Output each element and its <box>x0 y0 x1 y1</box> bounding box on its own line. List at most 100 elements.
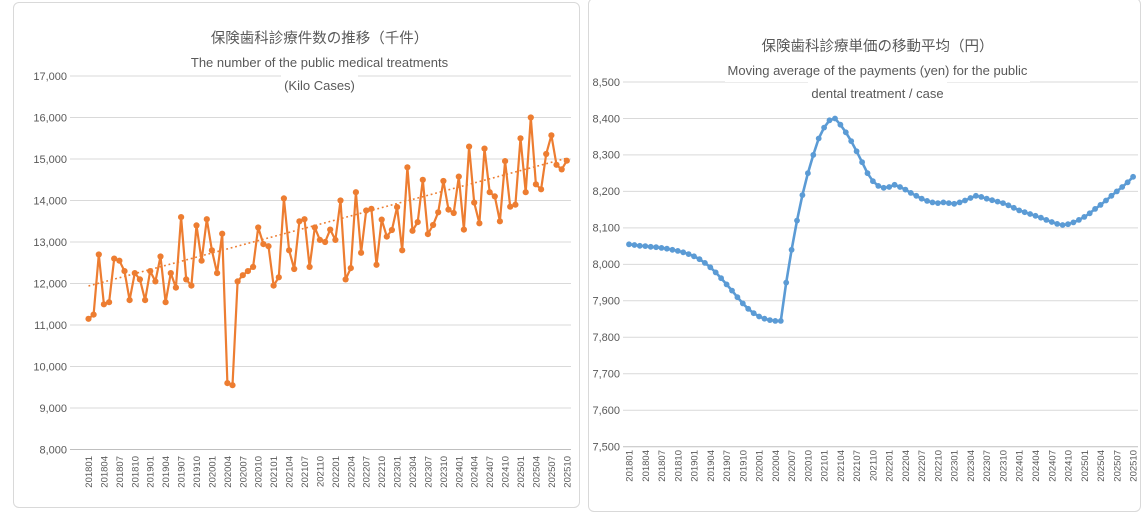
x-axis-tick-label: 202204 <box>901 450 912 482</box>
x-axis-tick-label: 202410 <box>1064 450 1075 482</box>
data-point-marker <box>332 236 339 243</box>
data-point-marker <box>234 278 241 285</box>
x-axis-tick-label: 202401 <box>454 456 465 488</box>
data-point-marker <box>121 268 128 275</box>
data-point-marker <box>636 242 643 249</box>
data-point-marker <box>383 233 390 240</box>
data-point-marker <box>496 218 503 225</box>
data-point-marker <box>1103 197 1109 204</box>
data-point-marker <box>275 274 282 281</box>
x-axis-tick-label: 202004 <box>223 456 234 488</box>
data-point-marker <box>265 243 272 250</box>
x-axis-tick-label: 202207 <box>917 450 928 482</box>
x-axis-tick-label: 202201 <box>885 450 896 482</box>
data-point-marker <box>1016 207 1023 214</box>
data-point-marker <box>924 198 930 204</box>
data-point-marker <box>913 192 920 199</box>
data-point-marker <box>1097 202 1104 208</box>
data-point-marker <box>466 143 473 150</box>
data-point-marker <box>214 270 221 277</box>
data-point-marker <box>886 184 893 190</box>
data-point-marker <box>810 152 817 158</box>
data-series-line <box>87 116 568 387</box>
x-axis-tick-label: 202101 <box>820 450 831 482</box>
data-point-marker <box>907 190 914 196</box>
x-axis-tick-label: 202010 <box>254 456 265 488</box>
data-point-marker <box>794 217 800 224</box>
x-axis-tick-label: 202207 <box>362 456 373 488</box>
data-point-marker <box>548 132 555 139</box>
data-point-marker <box>316 236 323 243</box>
data-point-marker <box>669 246 676 253</box>
data-point-marker <box>512 201 519 208</box>
y-axis-tick-label: 14,000 <box>33 195 67 207</box>
data-point-marker <box>306 263 313 270</box>
data-point-marker <box>373 261 380 268</box>
x-axis-tick-label: 202301 <box>950 450 961 482</box>
treatment-count-plot: 17,000 16,000 15,000 14,000 13,000 12,000 11,0… <box>33 71 573 488</box>
data-point-marker <box>131 270 138 277</box>
data-point-marker <box>902 186 909 193</box>
x-axis-tick-label: 202310 <box>439 456 450 488</box>
x-axis-tick-label: 202110 <box>315 456 326 487</box>
x-axis-tick-label: 201904 <box>706 450 717 482</box>
y-axis-tick-label: 8,400 <box>592 113 620 125</box>
data-point-marker <box>445 206 452 213</box>
data-point-marker <box>848 138 855 145</box>
data-point-marker <box>178 214 185 221</box>
x-axis-tick-label: 202107 <box>852 450 863 482</box>
data-point-marker <box>767 317 773 323</box>
data-point-marker <box>750 310 757 317</box>
data-point-marker <box>1032 212 1039 219</box>
data-point-marker <box>761 315 768 322</box>
data-point-marker <box>1124 179 1131 186</box>
y-axis-tick-label: 12,000 <box>33 278 67 290</box>
data-point-marker <box>440 177 447 185</box>
data-point-marker <box>342 276 349 283</box>
x-axis-tick-label: 202507 <box>547 456 558 488</box>
x-axis-tick-label: 201907 <box>177 456 188 488</box>
x-axis-tick-label: 202501 <box>1080 450 1091 482</box>
data-point-marker <box>188 282 195 289</box>
data-point-marker <box>296 218 303 225</box>
x-axis-tick-label: 201910 <box>738 450 749 482</box>
data-point-marker <box>414 219 421 226</box>
trendline <box>88 157 568 287</box>
data-point-marker <box>875 183 882 189</box>
data-point-marker <box>1065 221 1071 228</box>
data-point-marker <box>918 195 925 202</box>
y-axis-tick-label: 13,000 <box>33 237 67 249</box>
data-point-marker <box>832 115 838 122</box>
x-axis-tick-label: 201804 <box>641 450 652 482</box>
x-axis-tick-label: 202404 <box>470 456 481 488</box>
data-point-marker <box>1027 211 1033 217</box>
data-point-marker <box>1005 202 1012 209</box>
data-point-marker <box>983 195 990 202</box>
data-point-marker <box>718 275 724 282</box>
data-point-marker <box>870 178 876 185</box>
x-axis-tick-label: 201807 <box>657 450 668 482</box>
data-point-marker <box>183 276 190 283</box>
y-axis-tick-label: 9,000 <box>39 403 67 415</box>
data-point-marker <box>729 287 735 294</box>
data-point-marker <box>95 251 102 258</box>
data-point-marker <box>1113 188 1120 195</box>
x-axis-tick-label: 201807 <box>115 456 126 488</box>
data-point-marker <box>301 216 308 223</box>
data-series-line <box>627 117 1135 323</box>
data-point-marker <box>147 268 154 275</box>
data-point-marker <box>167 270 174 277</box>
data-point-marker <box>352 189 359 196</box>
data-point-marker <box>527 114 534 121</box>
data-point-marker <box>1076 217 1082 223</box>
data-point-marker <box>1021 209 1028 216</box>
data-point-marker <box>152 278 159 285</box>
y-axis-tick-label: 8,000 <box>39 444 67 456</box>
x-axis-tick-label: 201910 <box>192 456 203 488</box>
data-point-marker <box>399 247 406 254</box>
data-point-marker <box>502 158 509 165</box>
x-axis-tick-label: 201810 <box>130 456 141 488</box>
data-point-marker <box>664 245 670 252</box>
data-point-marker <box>994 198 1001 205</box>
x-axis-tick-label: 201901 <box>690 450 701 482</box>
